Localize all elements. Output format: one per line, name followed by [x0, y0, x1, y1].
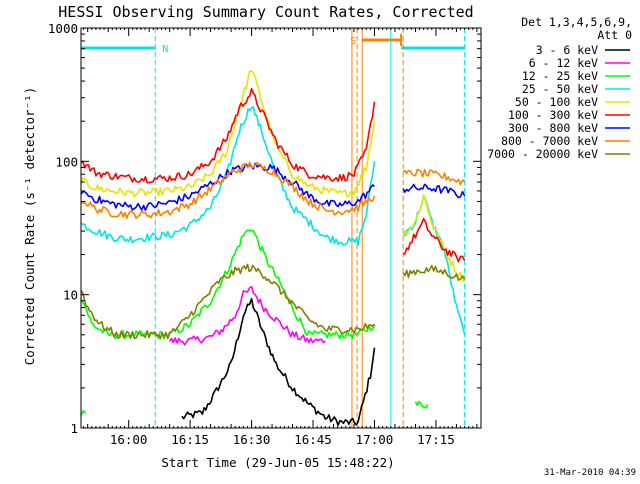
x-tick-label: 17:00: [356, 432, 394, 447]
night-flag-label: N: [162, 44, 168, 55]
chart-title: HESSI Observing Summary Count Rates, Cor…: [58, 3, 473, 21]
series-line: [80, 87, 376, 184]
series-group: [168, 285, 326, 346]
series-line: [80, 105, 376, 246]
series-line: [80, 409, 87, 417]
series-line: [168, 285, 326, 346]
legend-label: 50 - 100 keV: [515, 95, 598, 109]
legend-label: 300 - 800 keV: [508, 121, 598, 135]
series-group: [80, 263, 466, 340]
x-tick-label: 16:15: [171, 432, 209, 447]
legend-header-line-1: Det 1,3,4,5,6,9,: [521, 15, 632, 29]
y-tick-label: 100: [55, 154, 78, 169]
series-line: [402, 194, 466, 335]
x-tick-label: 16:45: [294, 432, 332, 447]
legend-label: 100 - 300 keV: [508, 108, 598, 122]
legend-header-line-2: Att 0: [597, 28, 632, 42]
series-group: [80, 161, 466, 220]
saa-flag-label: S: [350, 36, 356, 47]
legend-label: 12 - 25 keV: [522, 69, 598, 83]
series-line: [402, 264, 466, 282]
series-group: [80, 70, 466, 283]
y-tick-label: 10: [63, 288, 78, 303]
series-group: [181, 297, 376, 427]
y-axis-label: Corrected Count Rate (s⁻¹ detector⁻¹): [22, 87, 37, 365]
series-line: [80, 161, 376, 220]
series-line: [80, 229, 376, 340]
series-group: [80, 229, 429, 417]
series-line: [80, 162, 375, 211]
x-axis-label: Start Time (29-Jun-05 15:48:22): [161, 455, 394, 470]
flag-layer: NS: [81, 28, 466, 428]
y-tick-label: 1: [70, 421, 78, 436]
series-line: [80, 263, 376, 340]
series-group: [80, 105, 466, 335]
series-layer: [80, 70, 466, 427]
legend-label: 800 - 7000 keV: [501, 134, 598, 148]
series-line: [402, 168, 466, 186]
series-line: [414, 400, 429, 409]
y-tick-label: 1000: [48, 21, 78, 36]
x-tick-label: 16:00: [110, 432, 148, 447]
legend-label: 7000 - 20000 keV: [487, 147, 598, 161]
x-tick-label: 16:30: [233, 432, 271, 447]
series-group: [80, 87, 466, 263]
axis-layer: 1 10 100 1000 16:00 16:15 16:30 16:45 17:00 17:15: [48, 21, 482, 447]
x-tick-label: 17:15: [417, 432, 455, 447]
legend-label: 25 - 50 keV: [522, 82, 598, 96]
plot-frame: [80, 27, 482, 429]
series-line: [80, 70, 376, 198]
footer-date: 31-Mar-2010 04:39: [544, 468, 636, 478]
series-line: [402, 194, 466, 283]
series-line: [181, 297, 376, 427]
series-line: [402, 183, 466, 199]
legend-label: 3 - 6 keV: [536, 43, 598, 57]
series-group: [80, 162, 466, 211]
series-line: [402, 217, 466, 263]
legend-label: 6 - 12 keV: [529, 56, 598, 70]
